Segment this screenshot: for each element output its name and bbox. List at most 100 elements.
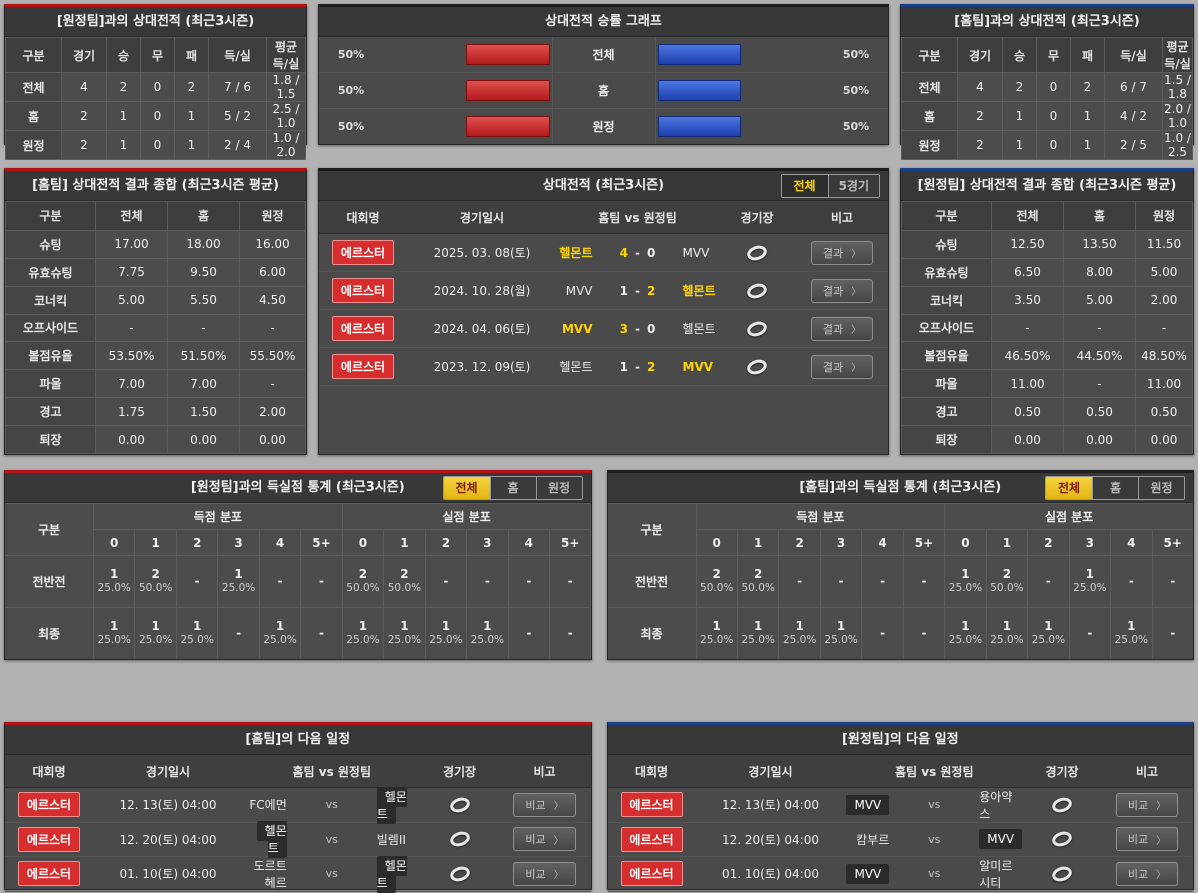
vs-label: vs [325, 867, 338, 881]
league-badge[interactable]: 에르스터 [620, 826, 683, 852]
cell: 1.5 / 1.8 [1162, 72, 1193, 102]
cell: 2.00 [239, 397, 306, 427]
panel-title: 상대전적 (최근3시즌) 전체 5경기 [319, 171, 888, 201]
league-badge[interactable]: 에르스터 [332, 278, 394, 303]
stat-cell: - [425, 556, 467, 607]
stat-cell: 1 25.0% [779, 608, 820, 659]
stat-cell: 1 25.0% [1028, 608, 1069, 659]
right-percent-label: 50% [842, 120, 870, 133]
cell: 0.00 [1135, 425, 1193, 454]
compare-button[interactable]: 비교 〉 [1115, 861, 1179, 886]
away-team-name[interactable]: 헬몬트 [682, 284, 716, 298]
away-team-name[interactable]: 헬몬트 [682, 322, 716, 336]
bin-header: 4 [259, 530, 301, 555]
stat-cell: - [259, 556, 301, 607]
result-button[interactable]: 결과 〉 [810, 354, 874, 379]
home-team-name[interactable]: 도르트헤르 [253, 858, 287, 890]
away-team-name[interactable]: 헬몬트 [376, 786, 407, 824]
league-cell: 에르스터 [608, 861, 696, 887]
away-team-name[interactable]: 빌렘II [376, 832, 406, 847]
compare-button[interactable]: 비교 〉 [513, 792, 576, 817]
tab-all[interactable]: 전체 [443, 476, 490, 499]
col-header: 구분 [5, 201, 96, 231]
stat-cell: 1 25.0% [135, 608, 176, 659]
stadium-icon[interactable] [421, 831, 499, 847]
match-datetime: 12. 13(토) 04:00 [119, 798, 217, 813]
stadium-icon[interactable] [421, 797, 499, 813]
league-badge[interactable]: 에르스터 [18, 861, 80, 887]
stat-cell: - [779, 556, 820, 607]
right-bar-zone [656, 37, 825, 72]
stadium-icon[interactable] [1023, 797, 1101, 813]
compare-button[interactable]: 비교 〉 [513, 827, 576, 852]
home-team-name[interactable]: MVV [565, 283, 593, 298]
away-team-name[interactable]: MVV [682, 359, 714, 374]
cell: 3.50 [991, 285, 1064, 315]
stat-cell: - [301, 608, 342, 659]
compare-button[interactable]: 비교 〉 [1115, 827, 1179, 852]
league-badge[interactable]: 에르스터 [332, 316, 394, 341]
home-team-name[interactable]: 헬몬트 [256, 821, 287, 859]
row-next-schedules: [홈팀]의 다음 일정 대회명 경기일시 홈팀 vs 원정팀 경기장 비고 에르… [4, 722, 1194, 893]
stat-cell: - [218, 608, 259, 659]
teams-cell: 헬몬트 1-2 MVV [557, 358, 718, 375]
stadium-icon[interactable] [718, 359, 796, 375]
home-team-name[interactable]: FC에먼 [249, 798, 287, 813]
tab-away[interactable]: 원정 [535, 476, 582, 499]
compare-button[interactable]: 비교 〉 [1115, 792, 1179, 817]
stadium-icon[interactable] [1023, 866, 1101, 882]
cell: 12.50 [991, 229, 1064, 259]
away-team-name[interactable]: MVV [682, 245, 710, 260]
home-team-name[interactable]: MVV [846, 794, 890, 815]
cell: 0.00 [95, 425, 168, 454]
away-team-name[interactable]: 헬몬트 [376, 855, 407, 893]
cell: 2 [174, 72, 209, 102]
stat-cell: 1 25.0% [467, 608, 508, 659]
match-datetime: 01. 10(토) 04:00 [722, 867, 819, 882]
tab-last5[interactable]: 5경기 [827, 174, 879, 197]
home-team-name[interactable]: MVV [846, 863, 890, 884]
result-button[interactable]: 결과 〉 [810, 316, 874, 341]
tab-away[interactable]: 원정 [1138, 476, 1184, 499]
tab-all[interactable]: 전체 [781, 174, 828, 197]
stadium-icon[interactable] [421, 866, 499, 882]
away-team-name[interactable]: 용아약스 [979, 789, 1013, 821]
panel-goals-vs-home: [홈팀]과의 득실점 통계 (최근3시즌) 전체 홈 원정 구분 득점 분포 실… [606, 470, 1194, 660]
stat-cell: 2 50.0% [135, 556, 176, 607]
compare-button[interactable]: 비교 〉 [513, 861, 576, 886]
stat-cell: 1 25.0% [945, 556, 986, 607]
league-badge[interactable]: 에르스터 [620, 792, 683, 818]
stadium-icon[interactable] [718, 321, 796, 337]
result-button[interactable]: 결과 〉 [810, 278, 874, 303]
home-team-name[interactable]: 헬몬트 [559, 360, 593, 374]
row-label: 원정 [5, 130, 62, 160]
tab-home[interactable]: 홈 [489, 476, 536, 499]
league-badge[interactable]: 에르스터 [332, 240, 394, 265]
cell: 0.00 [991, 425, 1064, 454]
away-team-name[interactable]: 알미르시티 [979, 858, 1013, 890]
tab-home[interactable]: 홈 [1092, 476, 1138, 499]
result-button[interactable]: 결과 〉 [810, 240, 874, 265]
stadium-icon[interactable] [1023, 831, 1101, 847]
right-bar-zone [656, 73, 825, 108]
cell: 11.00 [991, 369, 1064, 399]
league-badge[interactable]: 에르스터 [18, 792, 80, 818]
home-team-name[interactable]: 헬몬트 [559, 246, 593, 260]
cell: 4 [61, 72, 107, 102]
home-team-name[interactable]: MVV [561, 321, 593, 336]
stadium-icon[interactable] [718, 245, 796, 261]
away-team-name[interactable]: MVV [979, 829, 1023, 850]
league-badge[interactable]: 에르스터 [620, 861, 683, 887]
bin-header: 4 [1111, 530, 1152, 555]
tab-all[interactable]: 전체 [1046, 476, 1092, 499]
cell: 2 [1070, 72, 1105, 102]
schedule-row: 에르스터 12. 20(토) 04:00 헬몬트 vs 빌렘II 비교 〉 [5, 821, 591, 859]
stadium-icon[interactable] [718, 283, 796, 299]
teams-cell: MVV vs 알미르시티 [846, 857, 1024, 891]
panel-title: [원정팀]의 다음 일정 [607, 725, 1193, 755]
home-team-name[interactable]: 캄부르 [856, 832, 890, 847]
league-badge[interactable]: 에르스터 [332, 354, 394, 379]
league-badge[interactable]: 에르스터 [18, 826, 80, 852]
col-header: 무 [1036, 37, 1071, 73]
